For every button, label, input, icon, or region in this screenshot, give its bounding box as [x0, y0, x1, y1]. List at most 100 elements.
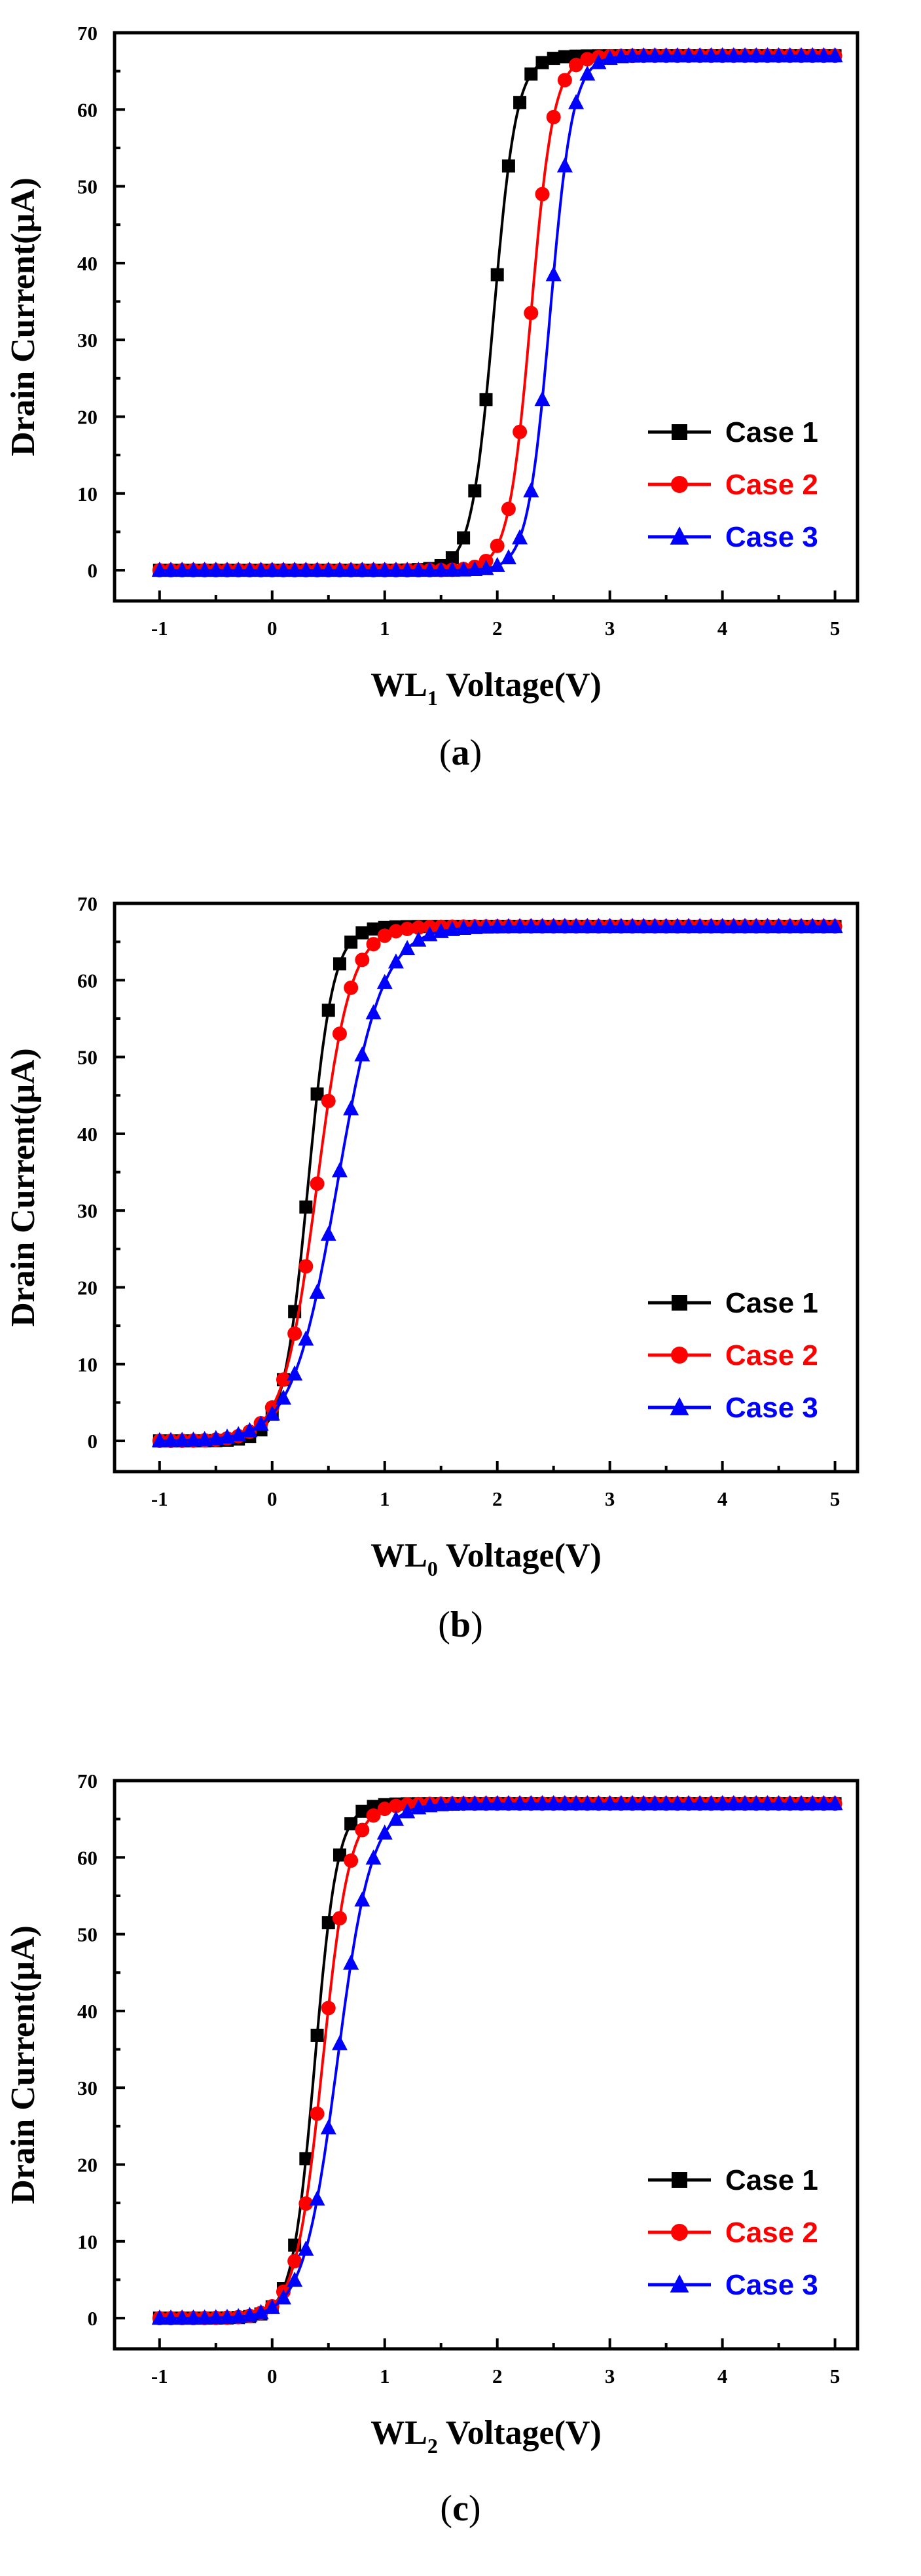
data-point: [388, 924, 403, 939]
data-point: [377, 1802, 392, 1817]
y-tick-label: 0: [88, 559, 98, 582]
data-point: [490, 268, 504, 281]
data-point: [444, 1795, 460, 1811]
data-point: [400, 921, 415, 936]
data-point: [793, 917, 810, 934]
data-point: [725, 917, 742, 934]
data-point: [672, 424, 687, 440]
data-point: [310, 1176, 325, 1191]
data-point: [512, 1795, 528, 1811]
data-point: [196, 561, 213, 577]
data-point: [692, 917, 708, 934]
data-point: [411, 920, 426, 935]
data-point: [703, 1794, 719, 1811]
data-point: [354, 1046, 370, 1062]
data-point: [545, 1794, 562, 1811]
data-point: [253, 1415, 269, 1431]
data-point: [410, 1799, 427, 1815]
data-point: [422, 561, 438, 577]
data-point: [287, 561, 303, 577]
x-axis-title-rest: Voltage(V): [438, 1537, 602, 1574]
data-point: [242, 561, 258, 577]
legend-item: Case 1: [648, 2164, 818, 2196]
data-point: [478, 1795, 494, 1811]
data-point: [410, 561, 427, 577]
data-point: [422, 1797, 438, 1813]
data-point: [276, 1372, 291, 1387]
data-point: [568, 1794, 585, 1811]
data-point: [174, 561, 190, 577]
x-axis: -1 0 1 2 3 4 5: [151, 590, 840, 640]
data-point: [490, 538, 505, 553]
data-point: [748, 46, 765, 63]
data-point: [500, 918, 516, 934]
y-tick-label: 50: [77, 1923, 98, 1946]
data-point: [759, 46, 776, 63]
data-point: [725, 46, 742, 63]
data-point: [242, 2306, 258, 2322]
data-point: [320, 2119, 336, 2135]
data-point: [388, 1810, 404, 1826]
data-point: [298, 2240, 314, 2256]
data-point: [557, 73, 572, 88]
data-point: [579, 1794, 596, 1811]
data-point: [512, 529, 528, 545]
data-point: [669, 46, 685, 63]
series-case-3: [151, 917, 843, 1447]
data-point: [669, 1794, 685, 1811]
data-point: [523, 482, 539, 498]
data-point: [287, 2272, 303, 2287]
data-point: [670, 1397, 689, 1415]
data-point: [399, 561, 416, 577]
series-case-3: [151, 1794, 843, 2325]
y-tick-label: 20: [77, 405, 98, 428]
y-tick-label: 20: [77, 2153, 98, 2176]
x-axis-title-sub: 2: [427, 2434, 438, 2458]
data-point: [670, 2274, 689, 2293]
data-point: [310, 2106, 325, 2121]
x-axis-title: WL1 Voltage(V): [370, 666, 602, 710]
data-point: [500, 1795, 516, 1811]
data-point: [310, 2028, 324, 2042]
data-point: [725, 1794, 742, 1811]
y-tick-label: 0: [88, 1430, 98, 1453]
data-point: [671, 1347, 688, 1364]
data-point: [376, 973, 393, 989]
data-point: [343, 1954, 359, 1970]
data-point: [681, 1794, 697, 1811]
data-point: [399, 939, 416, 955]
data-point: [602, 1794, 618, 1811]
data-point: [332, 1911, 347, 1926]
data-point: [692, 46, 708, 63]
data-point: [196, 2309, 213, 2325]
x-tick-label: 2: [492, 2365, 503, 2387]
data-point: [748, 917, 765, 934]
data-point: [320, 561, 336, 577]
y-tick-label: 60: [77, 969, 98, 992]
data-point: [321, 1916, 335, 1930]
data-point: [433, 1796, 449, 1811]
data-point: [816, 917, 832, 934]
y-tick-label: 60: [77, 1846, 98, 1869]
y-tick-label: 70: [77, 22, 98, 45]
caption-letter: b: [450, 1605, 471, 1645]
data-point: [456, 561, 472, 577]
data-point: [613, 48, 629, 63]
data-point: [770, 1794, 787, 1811]
legend: Case 1 Case 2 Case 3: [648, 2164, 818, 2301]
data-point: [321, 1004, 335, 1017]
data-point: [636, 1794, 652, 1811]
x-tick-label: 5: [830, 2365, 840, 2387]
y-axis: 0 10 20 30 40 50 60 70: [77, 892, 125, 1453]
x-tick-label: 4: [717, 2365, 728, 2387]
data-point: [714, 1794, 731, 1811]
data-point: [647, 1794, 663, 1811]
data-point: [827, 46, 843, 63]
legend-item: Case 3: [648, 521, 818, 553]
data-point: [298, 2196, 314, 2211]
data-point: [344, 935, 358, 949]
data-point: [298, 1330, 314, 1346]
y-axis: 0 10 20 30 40 50 60 70: [77, 1769, 125, 2330]
data-point: [208, 561, 224, 577]
data-point: [230, 561, 247, 577]
